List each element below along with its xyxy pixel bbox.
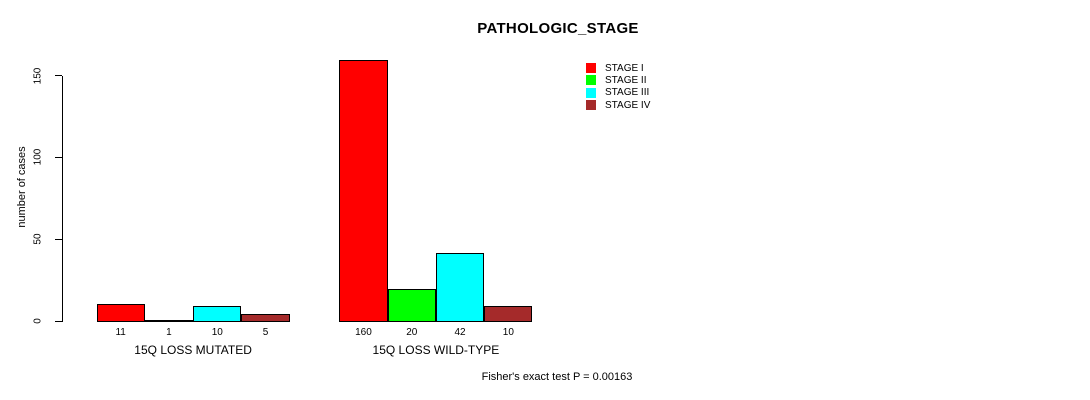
y-axis-label: number of cases (16, 146, 28, 228)
bar-stage-i (96, 304, 145, 322)
group-label: 15Q LOSS MUTATED (134, 343, 252, 357)
y-tick-mark (55, 320, 62, 322)
legend-label: STAGE III (605, 87, 650, 99)
group-label: 15Q LOSS WILD-TYPE (372, 343, 500, 357)
bar-stage-ii (387, 289, 436, 322)
y-tick-label: 0 (32, 318, 44, 324)
y-tick-mark (55, 238, 62, 240)
bar-value-label: 42 (454, 327, 466, 338)
legend: STAGE I STAGE II STAGE III STAGE IV (586, 62, 650, 111)
y-tick-label: 150 (32, 67, 44, 85)
y-tick-label: 100 (32, 149, 44, 166)
legend-label: STAGE II (605, 74, 647, 86)
bar-stage-iv (241, 314, 290, 322)
y-tick-label: 50 (32, 233, 44, 245)
legend-label: STAGE IV (605, 99, 651, 111)
legend-row: STAGE III (586, 87, 650, 99)
bar-stage-iii (435, 253, 485, 322)
bar-value-label: 10 (502, 327, 514, 338)
bar-value-label: 20 (406, 327, 418, 338)
legend-row: STAGE IV (586, 99, 650, 111)
legend-swatch-icon (586, 100, 596, 111)
bar-value-label: 1 (166, 327, 172, 338)
legend-swatch-icon (586, 87, 596, 98)
legend-swatch-icon (586, 75, 596, 86)
bar-stage-i (339, 60, 388, 322)
fisher-test-note: Fisher's exact test P = 0.00163 (481, 371, 633, 383)
bar-value-label: 10 (211, 327, 223, 338)
bar-stage-iv (484, 306, 533, 322)
y-axis-line (62, 76, 63, 322)
bar-value-label: 160 (355, 327, 372, 338)
bar-value-label: 11 (115, 327, 126, 338)
bar-stage-iii (193, 306, 242, 322)
y-tick-mark (55, 75, 62, 77)
chart-title: PATHOLOGIC_STAGE (477, 20, 639, 37)
bar-stage-ii (144, 320, 194, 322)
bar-value-label: 5 (262, 327, 269, 338)
legend-row: STAGE I (586, 62, 650, 74)
legend-swatch-icon (586, 63, 596, 74)
legend-row: STAGE II (586, 74, 650, 86)
legend-label: STAGE I (605, 62, 644, 74)
y-tick-mark (55, 156, 62, 158)
